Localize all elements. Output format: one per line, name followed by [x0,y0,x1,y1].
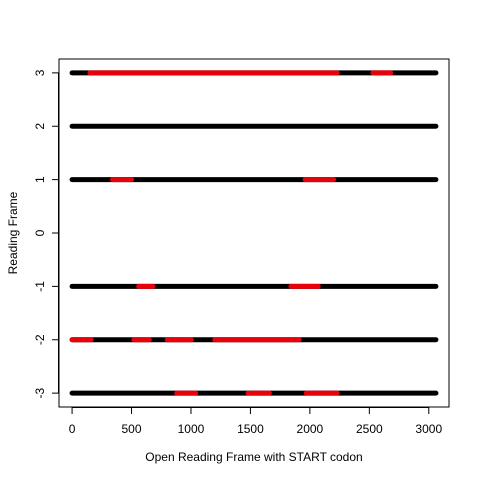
x-tick-label: 2500 [356,422,383,436]
y-tick-label: -1 [33,281,47,292]
y-axis: -3 -2 -1 0 1 2 3 [33,69,59,398]
x-tick-label: 0 [69,422,76,436]
x-tick-label: 3000 [415,422,442,436]
x-tick-label: 2000 [297,422,324,436]
y-tick-label: -3 [33,387,47,398]
x-axis-label: Open Reading Frame with START codon [145,450,362,464]
orf-layer [69,70,394,396]
x-tick-label: 1500 [237,422,264,436]
y-tick-label: 0 [33,229,47,236]
y-axis-label: Reading Frame [6,191,20,274]
y-tick-label: -2 [33,334,47,345]
y-tick-label: 3 [33,69,47,76]
y-tick-label: 2 [33,123,47,130]
x-axis: 0 500 1000 1500 2000 2500 3000 [69,407,442,436]
x-tick-label: 1000 [178,422,205,436]
y-tick-label: 1 [33,176,47,183]
x-tick-label: 500 [122,422,142,436]
